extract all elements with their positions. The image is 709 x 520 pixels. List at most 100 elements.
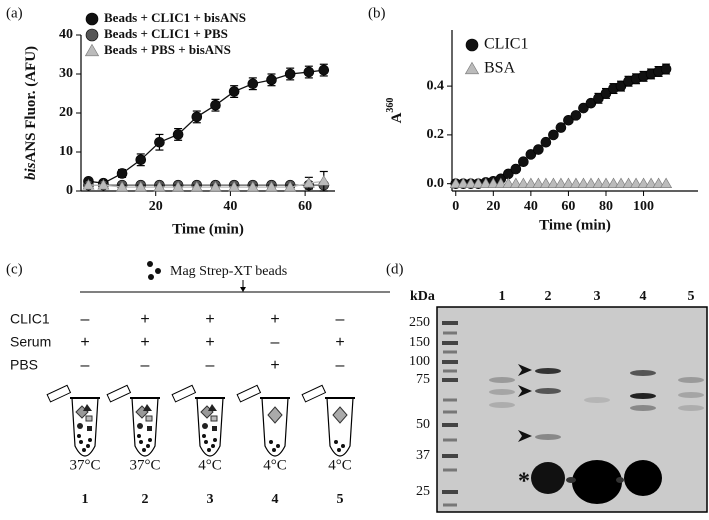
marker — [577, 177, 590, 188]
protein-icon — [85, 415, 93, 422]
lane-number: 3 — [207, 492, 214, 507]
protein-icon — [210, 415, 218, 422]
marker — [284, 181, 297, 192]
protein-icon — [83, 404, 92, 411]
gel-band — [489, 389, 515, 395]
protein-icon — [145, 415, 153, 422]
marker — [317, 175, 330, 186]
bead — [211, 444, 215, 448]
sign: – — [81, 357, 90, 374]
marker — [318, 64, 330, 76]
marker — [284, 68, 296, 80]
gel-band — [584, 397, 610, 403]
tube — [326, 397, 354, 457]
bead — [77, 434, 81, 438]
gel-band — [535, 368, 561, 374]
y-tick-label: 0.4 — [427, 78, 445, 93]
marker — [652, 177, 665, 188]
x-tick-label: 20 — [486, 199, 500, 214]
sign: + — [140, 334, 149, 351]
lane-number: 5 — [337, 492, 344, 507]
y-label-superscript: 360 — [385, 98, 396, 113]
marker — [599, 177, 613, 188]
y-tick-label: 20 — [59, 105, 73, 120]
marker — [266, 74, 277, 86]
ladder-band — [442, 454, 458, 458]
ladder-band — [443, 438, 457, 442]
y-label-part: bis — [23, 162, 39, 180]
marker — [570, 110, 582, 121]
marker — [645, 177, 658, 188]
marker — [525, 149, 537, 160]
temperature: 4°C — [198, 457, 222, 473]
marker — [554, 177, 567, 188]
panel-label: (b) — [368, 5, 386, 21]
marker — [85, 28, 99, 42]
marker — [509, 177, 522, 188]
marker — [592, 177, 605, 188]
ladder-band — [442, 360, 458, 364]
tube — [71, 397, 99, 457]
protein-icon — [202, 423, 208, 429]
protein-icon — [137, 423, 143, 429]
bead-icon — [147, 261, 153, 267]
marker — [82, 179, 95, 190]
arrowhead — [518, 364, 532, 376]
marker — [134, 181, 147, 192]
x-axis-label: Time (min) — [172, 221, 244, 237]
y-tick-label: 0.2 — [427, 127, 445, 142]
marker — [228, 181, 241, 192]
marker — [569, 177, 582, 188]
bead — [148, 438, 152, 442]
row-label: CLIC1 — [10, 311, 50, 327]
x-tick-label: 60 — [561, 199, 575, 214]
temperature: 37°C — [69, 457, 100, 473]
lane-number: 2 — [545, 289, 552, 304]
sign: – — [141, 357, 150, 374]
arrow-head — [240, 287, 246, 292]
marker — [209, 181, 222, 192]
gel-band — [630, 405, 656, 411]
marker-label: 37 — [416, 448, 430, 463]
marker — [479, 177, 492, 188]
y-axis-label: A360 — [385, 98, 405, 124]
marker — [494, 177, 507, 188]
bead-icon — [148, 274, 154, 280]
legend-label: Beads + PBS + bisANS — [104, 42, 231, 57]
serum-icon — [332, 406, 348, 424]
marker — [265, 181, 278, 192]
marker — [84, 43, 100, 57]
bead — [341, 444, 345, 448]
marker-label: 250 — [409, 315, 430, 330]
ladder-band — [443, 350, 457, 354]
bead-icon — [155, 268, 161, 274]
tube-cap — [301, 384, 327, 403]
tube-cap — [106, 384, 132, 403]
lane-number: 2 — [142, 492, 149, 507]
ladder-band — [443, 398, 457, 402]
ladder-band — [443, 369, 457, 373]
sign: + — [80, 334, 89, 351]
y-tick-label: 30 — [59, 66, 73, 81]
marker — [472, 177, 485, 188]
gel-band — [566, 477, 576, 483]
marker — [533, 144, 544, 155]
ladder-band — [443, 410, 457, 414]
gel-band — [489, 402, 515, 408]
arrowhead — [518, 385, 532, 397]
marker — [302, 177, 315, 188]
ladder-band — [442, 423, 458, 427]
asterisk: * — [518, 469, 530, 495]
protein-icon — [143, 404, 152, 411]
row-label: Serum — [10, 334, 51, 350]
marker — [449, 177, 462, 188]
sign: – — [271, 334, 280, 351]
y-label-text: A — [389, 112, 405, 123]
panel-label: (a) — [6, 5, 23, 21]
y-tick-label: 40 — [59, 27, 73, 42]
marker — [518, 156, 529, 168]
bead — [79, 440, 83, 444]
bead — [86, 444, 90, 448]
lane-number: 1 — [499, 289, 506, 304]
temperature: 37°C — [129, 457, 160, 473]
